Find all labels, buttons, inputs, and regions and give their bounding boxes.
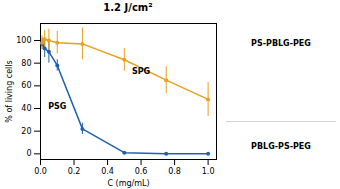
- svg-text:0: 0: [26, 149, 31, 158]
- svg-text:SPG: SPG: [132, 67, 150, 76]
- svg-text:PSG: PSG: [48, 102, 66, 111]
- html-text:PBLG-PS-PEG: PBLG-PS-PEG: [251, 141, 311, 151]
- svg-text:0.8: 0.8: [168, 167, 181, 176]
- svg-text:1.0: 1.0: [202, 167, 215, 176]
- svg-text:60: 60: [21, 81, 31, 90]
- svg-text:0.2: 0.2: [68, 167, 81, 176]
- svg-text:0.0: 0.0: [34, 167, 47, 176]
- html-text:1.2 J/cm²: 1.2 J/cm²: [103, 2, 153, 13]
- svg-text:% of living cells: % of living cells: [5, 60, 14, 122]
- svg-text:C (mg/mL): C (mg/mL): [107, 179, 149, 188]
- svg-text:100: 100: [16, 36, 31, 45]
- svg-text:0.4: 0.4: [101, 167, 114, 176]
- html-text:PS-PBLG-PEG: PS-PBLG-PEG: [251, 38, 311, 48]
- svg-text:20: 20: [21, 127, 31, 136]
- svg-text:0.6: 0.6: [135, 167, 148, 176]
- svg-text:80: 80: [21, 59, 31, 68]
- svg-text:40: 40: [21, 104, 31, 113]
